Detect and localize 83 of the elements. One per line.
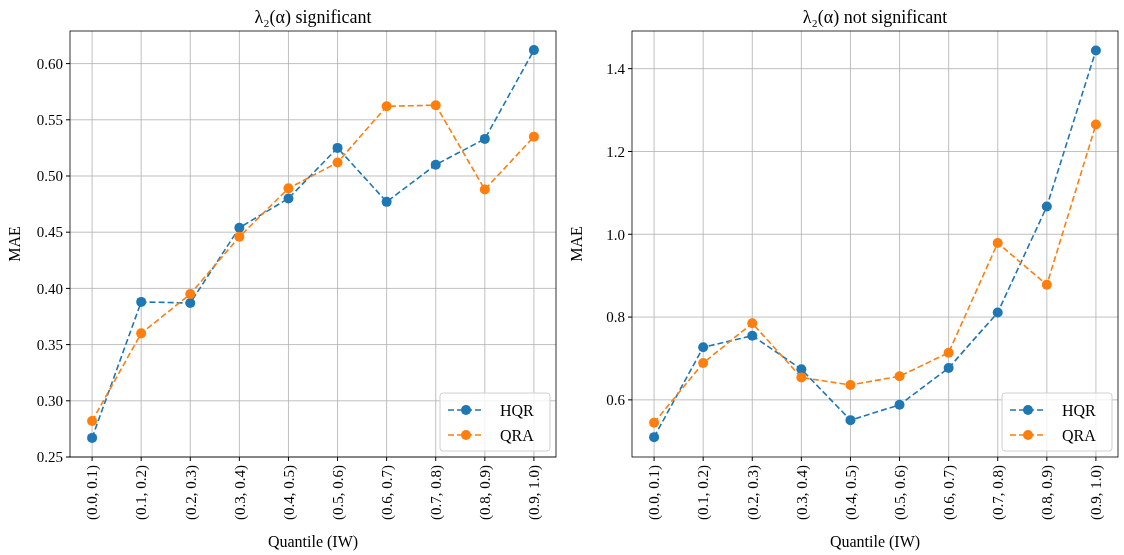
x-tick-label: (0.9, 1.0) — [1088, 465, 1106, 520]
x-tick-label: (0.5, 0.6) — [329, 465, 347, 520]
point — [1041, 279, 1052, 290]
x-tick-label: (0.2, 0.3) — [744, 465, 762, 520]
point — [479, 184, 490, 195]
y-tick-label: 1.2 — [606, 143, 625, 160]
y-tick-label: 0.25 — [36, 449, 63, 466]
x-tick-label: (0.0, 0.1) — [646, 465, 664, 520]
point — [234, 222, 245, 233]
point — [894, 399, 905, 410]
point — [430, 100, 441, 111]
legend-label: HQR — [500, 401, 535, 419]
legend-label: QRA — [1062, 426, 1097, 444]
point — [528, 131, 539, 142]
x-tick-label: (0.8, 0.9) — [1039, 465, 1057, 520]
point — [1041, 201, 1052, 212]
y-tick-label: 1.0 — [606, 226, 625, 243]
point — [943, 362, 954, 373]
x-tick-label: (0.1, 0.2) — [695, 465, 713, 520]
point — [87, 432, 98, 443]
y-tick-label: 0.50 — [36, 168, 63, 185]
y-tick-label: 0.35 — [36, 336, 63, 353]
x-tick-label: (0.6, 0.7) — [940, 465, 958, 520]
point — [698, 358, 709, 369]
point — [747, 330, 758, 341]
x-tick-label: (0.8, 0.9) — [477, 465, 495, 520]
y-axis-title: MAE — [568, 226, 585, 262]
legend-label: HQR — [1062, 401, 1097, 419]
y-axis-title: MAE — [6, 226, 23, 262]
y-tick-label: 0.6 — [606, 392, 626, 409]
point — [845, 379, 856, 390]
point — [136, 296, 147, 307]
x-tick-label: (0.9, 1.0) — [526, 465, 544, 520]
point — [894, 371, 905, 382]
y-tick-label: 0.40 — [36, 280, 63, 297]
point — [234, 231, 245, 242]
y-tick-label: 1.4 — [606, 60, 626, 77]
y-tick-label: 0.45 — [36, 224, 63, 241]
point — [649, 432, 660, 443]
point — [992, 307, 1003, 318]
legend-label: QRA — [500, 426, 535, 444]
x-tick-label: (0.2, 0.3) — [182, 465, 200, 520]
x-tick-label: (0.5, 0.6) — [891, 465, 909, 520]
x-tick-label: (0.1, 0.2) — [133, 465, 151, 520]
point — [992, 237, 1003, 248]
y-tick-label: 0.55 — [36, 112, 63, 129]
point — [283, 183, 294, 194]
point — [283, 193, 294, 204]
x-axis-title: Quantile (IW) — [829, 533, 921, 551]
point — [1090, 45, 1101, 56]
point — [185, 289, 196, 300]
point — [796, 364, 807, 375]
point — [332, 142, 343, 153]
point — [943, 347, 954, 358]
point — [528, 45, 539, 56]
point — [430, 159, 441, 170]
chart-title: λ₂(α) significant — [254, 7, 372, 28]
x-tick-label: (0.7, 0.8) — [989, 465, 1007, 520]
y-tick-label: 0.8 — [606, 309, 625, 326]
point — [479, 133, 490, 144]
point — [136, 328, 147, 339]
x-tick-label: (0.3, 0.4) — [793, 465, 811, 520]
x-tick-label: (0.3, 0.4) — [231, 465, 249, 520]
point — [87, 416, 98, 427]
x-axis-title: Quantile (IW) — [267, 533, 359, 551]
point — [1090, 119, 1101, 130]
point — [381, 196, 392, 207]
point — [747, 318, 758, 329]
x-tick-label: (0.6, 0.7) — [378, 465, 396, 520]
chart-title: λ₂(α) not significant — [802, 7, 948, 28]
x-tick-label: (0.7, 0.8) — [427, 465, 445, 520]
point — [381, 101, 392, 112]
y-tick-label: 0.60 — [36, 55, 63, 72]
x-tick-label: (0.4, 0.5) — [842, 465, 860, 520]
x-tick-label: (0.4, 0.5) — [280, 465, 298, 520]
point — [649, 417, 660, 428]
point — [845, 415, 856, 426]
point — [796, 372, 807, 383]
point — [698, 342, 709, 353]
point — [332, 157, 343, 168]
y-tick-label: 0.30 — [36, 393, 63, 410]
point — [185, 298, 196, 309]
x-tick-label: (0.0, 0.1) — [84, 465, 102, 520]
